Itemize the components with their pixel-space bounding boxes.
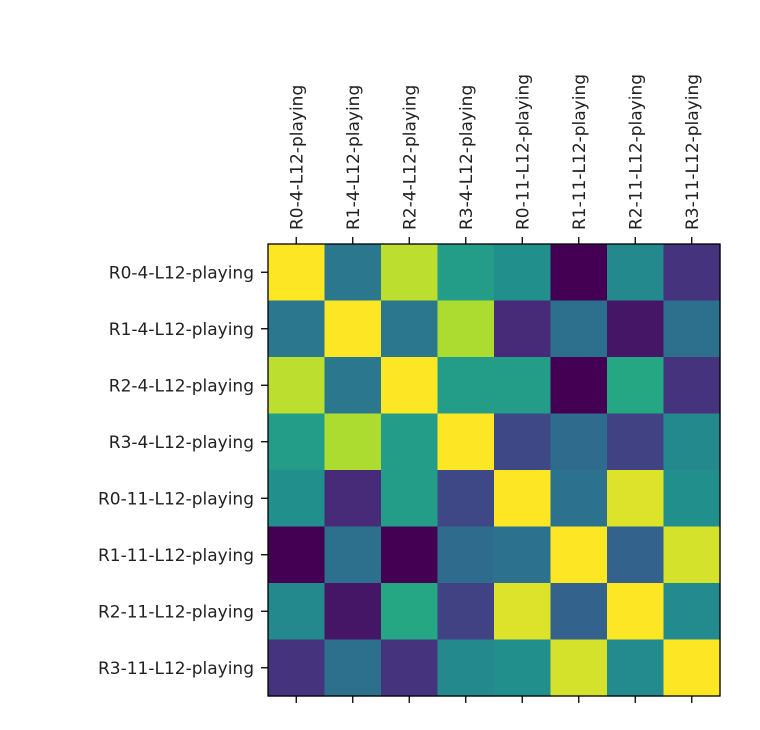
heatmap-cell-r2-c2 [381, 357, 439, 415]
heatmap-cell-r7-c7 [663, 639, 721, 697]
heatmap-cell-r2-c0 [268, 357, 326, 415]
heatmap-cell-r3-c7 [663, 413, 721, 471]
y-tick-label-5: R1-11-L12-playing [98, 546, 254, 566]
heatmap-cell-r5-c0 [268, 526, 326, 584]
heatmap-cell-r2-c5 [550, 357, 608, 415]
heatmap-cell-r6-c2 [381, 583, 439, 641]
x-tick-labels: R0-4-L12-playing R1-4-L12-playing R2-4-L12… [287, 74, 703, 230]
heatmap-cell-r0-c0 [268, 244, 326, 302]
heatmap-cell-r6-c5 [550, 583, 608, 641]
heatmap-cell-r4-c2 [381, 470, 439, 528]
heatmap-cell-r1-c5 [550, 300, 608, 358]
heatmap-cell-r0-c3 [437, 244, 495, 302]
x-tick-label-4: R0-11-L12-playing [513, 74, 533, 230]
heatmap-cell-r0-c2 [381, 244, 439, 302]
heatmap-cell-r3-c0 [268, 413, 326, 471]
heatmap-cell-r1-c6 [607, 300, 665, 358]
x-tick-label-5: R1-11-L12-playing [570, 74, 590, 230]
heatmap-cell-r7-c1 [324, 639, 382, 697]
heatmap-cell-r2-c3 [437, 357, 495, 415]
heatmap-cell-r1-c7 [663, 300, 721, 358]
heatmap-cell-r1-c1 [324, 300, 382, 358]
y-tick-label-2: R2-4-L12-playing [109, 376, 254, 396]
heatmap-cell-r0-c6 [607, 244, 665, 302]
heatmap-cell-r5-c3 [437, 526, 495, 584]
heatmap-cells [268, 244, 721, 697]
heatmap-cell-r3-c3 [437, 413, 495, 471]
heatmap-cell-r7-c5 [550, 639, 608, 697]
axis-ticks [261, 237, 693, 703]
y-tick-label-3: R3-4-L12-playing [109, 433, 254, 453]
heatmap-cell-r1-c2 [381, 300, 439, 358]
y-tick-label-0: R0-4-L12-playing [109, 263, 254, 283]
heatmap-cell-r2-c4 [494, 357, 552, 415]
x-tick-label-2: R2-4-L12-playing [400, 85, 420, 230]
heatmap-cell-r4-c4 [494, 470, 552, 528]
heatmap-cell-r7-c3 [437, 639, 495, 697]
heatmap-cell-r5-c5 [550, 526, 608, 584]
heatmap-cell-r7-c6 [607, 639, 665, 697]
heatmap-cell-r6-c7 [663, 583, 721, 641]
y-tick-label-4: R0-11-L12-playing [98, 489, 254, 509]
heatmap-cell-r1-c4 [494, 300, 552, 358]
heatmap-cell-r7-c4 [494, 639, 552, 697]
heatmap-cell-r6-c3 [437, 583, 495, 641]
heatmap-cell-r4-c0 [268, 470, 326, 528]
heatmap-cell-r4-c1 [324, 470, 382, 528]
heatmap-cell-r2-c7 [663, 357, 721, 415]
heatmap-cell-r3-c2 [381, 413, 439, 471]
x-tick-label-0: R0-4-L12-playing [287, 85, 307, 230]
heatmap-cell-r2-c1 [324, 357, 382, 415]
heatmap-cell-r6-c4 [494, 583, 552, 641]
heatmap-cell-r6-c6 [607, 583, 665, 641]
heatmap-cell-r5-c2 [381, 526, 439, 584]
heatmap-cell-r6-c0 [268, 583, 326, 641]
plot-frame [267, 243, 721, 697]
y-tick-label-7: R3-11-L12-playing [98, 659, 254, 679]
heatmap-cell-r7-c2 [381, 639, 439, 697]
heatmap-cell-r3-c6 [607, 413, 665, 471]
y-tick-label-6: R2-11-L12-playing [98, 602, 254, 622]
x-tick-label-1: R1-4-L12-playing [344, 85, 364, 230]
y-tick-label-1: R1-4-L12-playing [109, 320, 254, 340]
heatmap-cell-r0-c1 [324, 244, 382, 302]
heatmap-cell-r3-c4 [494, 413, 552, 471]
heatmap-cell-r2-c6 [607, 357, 665, 415]
heatmap-cell-r4-c3 [437, 470, 495, 528]
heatmap-cell-r4-c7 [663, 470, 721, 528]
y-tick-labels: R0-4-L12-playing R1-4-L12-playing R2-4-L12… [98, 263, 254, 679]
heatmap-cell-r0-c5 [550, 244, 608, 302]
heatmap-cell-r0-c4 [494, 244, 552, 302]
x-tick-label-3: R3-4-L12-playing [457, 85, 477, 230]
heatmap-cell-r5-c7 [663, 526, 721, 584]
heatmap-cell-r0-c7 [663, 244, 721, 302]
x-tick-label-6: R2-11-L12-playing [626, 74, 646, 230]
heatmap-cell-r5-c6 [607, 526, 665, 584]
heatmap-cell-r3-c1 [324, 413, 382, 471]
heatmap-cell-r1-c0 [268, 300, 326, 358]
heatmap-cell-r6-c1 [324, 583, 382, 641]
heatmap-cell-r4-c5 [550, 470, 608, 528]
heatmap-cell-r5-c4 [494, 526, 552, 584]
x-tick-label-7: R3-11-L12-playing [683, 74, 703, 230]
heatmap-cell-r5-c1 [324, 526, 382, 584]
heatmap-cell-r3-c5 [550, 413, 608, 471]
heatmap-cell-r7-c0 [268, 639, 326, 697]
heatmap-cell-r1-c3 [437, 300, 495, 358]
heatmap-cell-r4-c6 [607, 470, 665, 528]
